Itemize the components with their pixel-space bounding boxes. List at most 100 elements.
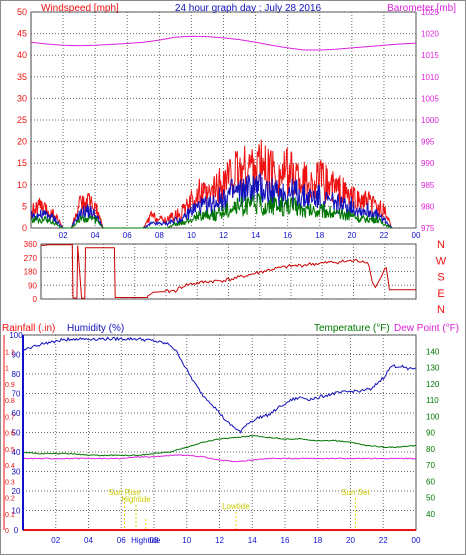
barometer-tick-label: 980	[421, 202, 435, 211]
x-tick-label: 20	[347, 231, 356, 240]
direction-tick-label: 360	[24, 240, 38, 249]
x-tick-label: 08	[155, 231, 164, 240]
temperature-tick-label: 70	[426, 461, 435, 470]
barometer-tick-label: 995	[421, 138, 435, 147]
x-tick-label: 22	[379, 231, 388, 240]
annotation-label: Hightide	[121, 495, 151, 504]
rainfall-tick-label: 1.1	[5, 349, 15, 356]
x-tick-label: 20	[346, 536, 355, 545]
x-tick-label: 16	[283, 231, 292, 240]
x-tick-label: 16	[281, 536, 290, 545]
windspeed-tick-label: 5	[22, 201, 27, 211]
chart-title: 24 hour graph day : July 28 2016	[175, 3, 322, 14]
barometer-tick-label: 990	[421, 159, 435, 168]
rainfall-tick-label: 0.2	[5, 496, 15, 503]
direction-tick-label: 180	[24, 268, 38, 277]
humidity-tick-label: 20	[12, 487, 21, 496]
x-tick-label: 04	[91, 231, 100, 240]
temperature-tick-label: 140	[426, 347, 440, 356]
barometer-tick-label: 1025	[421, 8, 439, 17]
x-tick-label: 04	[84, 536, 93, 545]
barometer-tick-label: 1005	[421, 94, 439, 103]
x-tick-label: 00	[412, 231, 421, 240]
wind-gust-line	[30, 139, 393, 229]
temperature-tick-label: 100	[426, 412, 440, 421]
humidity-tick-label: 0	[14, 526, 19, 535]
humidity-tick-label: 100	[9, 331, 23, 340]
rainfall-tick-label: 0.4	[5, 463, 15, 470]
x-tick-label: 10	[182, 536, 191, 545]
x-tick-label: 10	[187, 231, 196, 240]
windspeed-tick-label: 40	[17, 50, 27, 60]
temperature-tick-label: 90	[426, 429, 435, 438]
humidity-tick-label: 90	[12, 351, 21, 360]
temperature-tick-label: 120	[426, 380, 440, 389]
dew-point-f-line	[23, 454, 417, 463]
x-tick-label: 06	[117, 536, 126, 545]
temperature-tick-label: 80	[426, 445, 435, 454]
windspeed-tick-label: 45	[17, 29, 27, 39]
barometer-tick-label: 1010	[421, 73, 439, 82]
rainfall-tick-label: 0	[5, 528, 9, 535]
x-tick-label: 14	[248, 536, 257, 545]
annotation-label: Sun Set	[341, 488, 370, 497]
rainfall-tick-label: 0.7	[5, 414, 15, 421]
direction-tick-label: 0	[33, 295, 38, 304]
compass-label: N	[437, 304, 445, 316]
rainfall-tick-label: 0.8	[5, 398, 15, 405]
temperature-tick-label: 60	[426, 477, 435, 486]
windspeed-tick-label: 25	[17, 115, 27, 125]
annotation-label: Hightide	[131, 536, 161, 545]
rainfall-tick-label: 0.5	[5, 447, 15, 454]
x-tick-label: 22	[379, 536, 388, 545]
windspeed-tick-label: 10	[17, 180, 27, 190]
barometer-tick-label: 1000	[421, 116, 439, 125]
wind-average-line	[30, 193, 393, 229]
humidity-tick-label: 80	[12, 370, 21, 379]
temperature-f-line	[22, 434, 416, 457]
rainfall-tick-label: 0.6	[5, 431, 15, 438]
windspeed-axis-title: Windspeed [mph]	[41, 3, 119, 14]
compass-label: E	[437, 288, 444, 300]
humidity-line	[22, 336, 417, 434]
direction-tick-label: 270	[24, 254, 38, 263]
annotation-label: Lowtide	[222, 502, 250, 511]
rainfall-axis-title: Rainfall (.in)	[2, 323, 55, 334]
dewpoint-axis-title: Dew Point (°F)	[394, 323, 459, 334]
compass-label: S	[437, 272, 444, 284]
x-tick-label: 18	[313, 536, 322, 545]
rainfall-tick-label: 1	[5, 366, 9, 373]
wind-direction-line	[40, 244, 416, 299]
x-tick-label: 08	[150, 536, 159, 545]
x-tick-label: 12	[219, 231, 228, 240]
humidity-tick-label: 40	[12, 448, 21, 457]
humidity-tick-label: 50	[12, 429, 21, 438]
windspeed-tick-label: 50	[17, 7, 27, 17]
x-tick-label: 14	[251, 231, 260, 240]
temperature-tick-label: 50	[426, 494, 435, 503]
temperature-axis-title: Temperature (°F)	[314, 323, 390, 334]
humidity-tick-label: 10	[12, 507, 21, 516]
x-tick-label: 00	[412, 536, 421, 545]
barometer-tick-label: 975	[421, 224, 435, 233]
direction-tick-label: 90	[28, 281, 37, 290]
rainfall-tick-label: 0.9	[5, 382, 15, 389]
compass-label: N	[437, 239, 445, 251]
rainfall-tick-label: 0.1	[5, 512, 15, 519]
windspeed-tick-label: 0	[22, 223, 27, 233]
windspeed-tick-label: 15	[17, 158, 27, 168]
rainfall-tick-label: 0.3	[5, 479, 15, 486]
annotation-label: Sun Rise	[108, 488, 141, 497]
x-tick-label: 02	[51, 536, 60, 545]
barometer-axis-title: Barometer [mb]	[387, 3, 456, 14]
humidity-axis-title: Humidity (%)	[67, 323, 124, 334]
humidity-tick-label: 70	[12, 390, 21, 399]
windspeed-tick-label: 30	[17, 93, 27, 103]
barometer-tick-label: 1015	[421, 51, 439, 60]
x-tick-label: 06	[123, 231, 132, 240]
